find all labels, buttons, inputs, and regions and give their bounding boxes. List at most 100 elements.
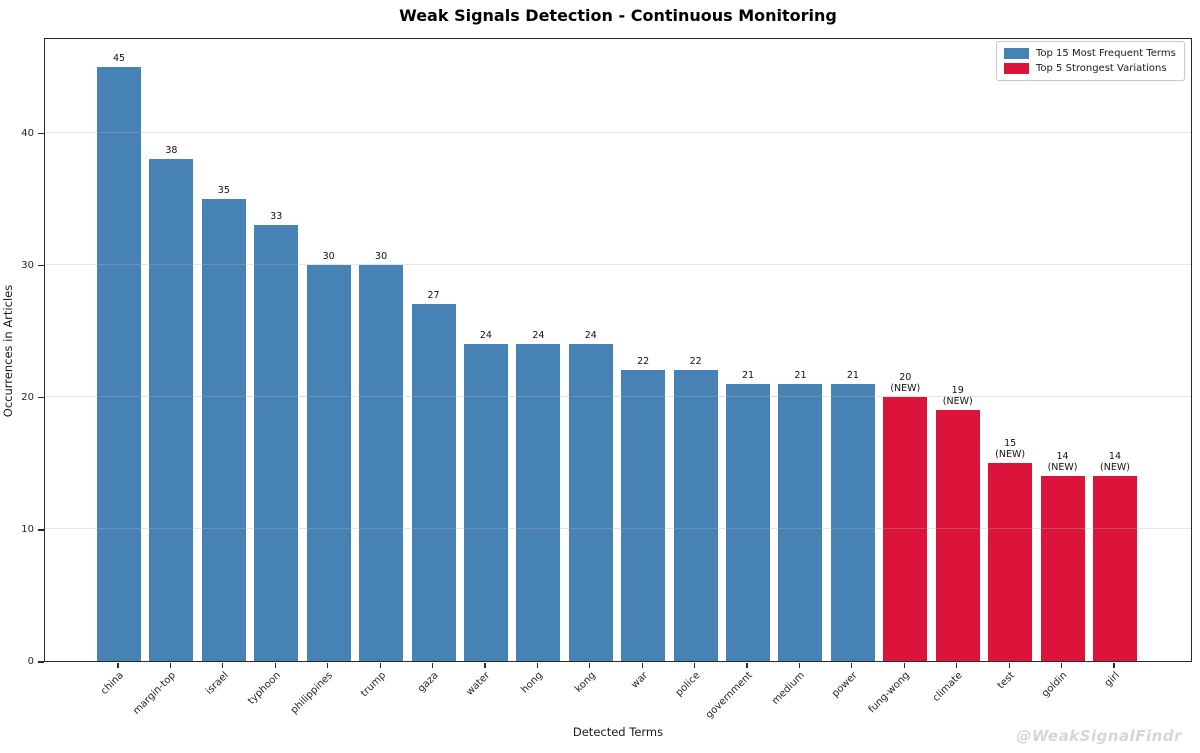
x-tick-china (117, 663, 119, 668)
x-tick-israel (222, 663, 224, 668)
x-category-label-goldin: goldin (1039, 670, 1070, 700)
x-category-label-hong: hong (519, 670, 546, 696)
x-category-label-water: water (464, 670, 493, 698)
y-tick-label-30: 30 (21, 259, 34, 271)
bar-value-typhoon: 33 (270, 211, 283, 223)
bar-margin-top (149, 159, 194, 661)
x-category-label-china: china (98, 670, 126, 697)
bar-value-medium: 21 (794, 369, 807, 381)
x-tick-government (746, 663, 748, 668)
bar-fung-wong (883, 396, 928, 661)
x-category-label-medium: medium (770, 670, 808, 707)
x-tick-power (851, 663, 853, 668)
x-tick-test (1008, 663, 1010, 668)
bar-test (988, 462, 1033, 661)
bar-value-power: 21 (846, 369, 859, 381)
plot-area: 45 38 35 33 30 30 27 24 24 24 22 22 21 21 21 20 (NEW) 19(… (44, 38, 1192, 662)
bar-value-fung-wong: 20 (NEW) (890, 371, 921, 394)
bar-value-hong: 24 (532, 330, 545, 342)
y-tick-label-20: 20 (21, 391, 34, 403)
x-tick-margin-top (169, 663, 171, 668)
x-tick-hong (536, 663, 538, 668)
x-tick-typhoon (274, 663, 276, 668)
x-category-label-philippines: philippines (289, 670, 336, 717)
y-tick-label-40: 40 (21, 127, 34, 139)
bar-value-gaza: 27 (427, 290, 440, 302)
legend: Top 15 Most Frequent Terms Top 5 Stronge… (996, 41, 1185, 81)
x-category-label-government: government (703, 670, 755, 721)
legend-swatch-variations (1004, 63, 1029, 74)
legend-item-label: Top 5 Strongest Variations (1036, 63, 1167, 74)
gridline-y-10 (45, 528, 1191, 530)
bar-government (726, 383, 771, 661)
bar-typhoon (254, 225, 299, 661)
y-axis-title: Occurrences in Articles (1, 284, 15, 418)
y-tick-0 (38, 661, 44, 663)
x-category-label-margin-top: margin-top (131, 670, 179, 717)
x-tick-climate (956, 663, 958, 668)
legend-item-variations: Top 5 Strongest Variations (1004, 62, 1177, 75)
x-category-label-kong: kong (572, 670, 598, 695)
bar-value-test: 15 (NEW) (995, 437, 1026, 460)
bar-value-china: 45 (112, 52, 126, 64)
bar-philippines (306, 264, 351, 661)
x-tick-trump (379, 663, 381, 668)
bar-value-police: 22 (689, 356, 702, 368)
gridline-y-20 (45, 396, 1191, 398)
x-category-label-trump: trump (358, 670, 388, 700)
bar-power (830, 383, 875, 661)
bar-value-margin-top: 38 (165, 145, 178, 157)
y-tick-label-10: 10 (21, 523, 34, 535)
bar-value-kong: 24 (584, 330, 597, 342)
bar-value-war: 22 (637, 356, 650, 368)
x-tick-war (641, 663, 643, 668)
y-tick-40 (38, 133, 44, 135)
x-category-label-climate: climate (930, 670, 965, 704)
bar-israel (201, 198, 246, 661)
bar-war (621, 370, 666, 661)
x-category-label-police: police (673, 670, 703, 699)
bar-value-israel: 35 (217, 184, 230, 196)
bar-medium (778, 383, 823, 661)
bar-value-goldin: 14 (NEW) (1047, 451, 1078, 474)
x-tick-police (694, 663, 696, 668)
bar-police (673, 370, 718, 661)
x-category-label-typhoon: typhoon (246, 670, 284, 707)
bar-gaza (411, 304, 456, 661)
x-category-label-girl: girl (1102, 670, 1122, 690)
x-tick-philippines (327, 663, 329, 668)
bar-value-trump: 30 (375, 250, 388, 262)
bar-value-girl: 14 (NEW) (1100, 451, 1130, 474)
y-tick-10 (38, 529, 44, 531)
x-axis-title: Detected Terms (572, 725, 664, 739)
bar-kong (568, 344, 613, 661)
y-tick-label-0: 0 (27, 656, 34, 667)
x-tick-kong (589, 663, 591, 668)
bar-value-government: 21 (741, 369, 755, 381)
x-tick-medium (798, 663, 801, 668)
gridline-y-40 (45, 132, 1191, 134)
chart-title: Weak Signals Detection - Continuous Moni… (399, 6, 837, 25)
bar-girl (1092, 476, 1137, 661)
legend-item-frequent: Top 15 Most Frequent Terms (1004, 47, 1177, 60)
x-category-label-israel: israel (203, 670, 231, 697)
watermark: @WeakSignalFindr (1016, 727, 1182, 745)
x-tick-water (484, 663, 486, 668)
x-category-label-gaza: gaza (415, 670, 441, 695)
x-category-label-test: test (995, 670, 1017, 692)
bar-goldin (1040, 476, 1085, 661)
x-category-label-war: war (629, 670, 650, 691)
x-tick-gaza (431, 663, 434, 668)
x-tick-girl (1113, 663, 1115, 668)
bar-climate (935, 410, 980, 661)
bar-value-water: 24 (479, 330, 492, 342)
bar-water (463, 344, 508, 661)
legend-item-label: Top 15 Most Frequent Terms (1036, 48, 1176, 59)
bar-china (97, 66, 141, 661)
x-category-label-fung-wong: fung-wong (866, 670, 913, 716)
x-category-label-power: power (830, 670, 860, 700)
y-tick-30 (38, 265, 44, 267)
legend-swatch-frequent (1004, 48, 1029, 59)
x-tick-fung-wong (903, 663, 905, 668)
